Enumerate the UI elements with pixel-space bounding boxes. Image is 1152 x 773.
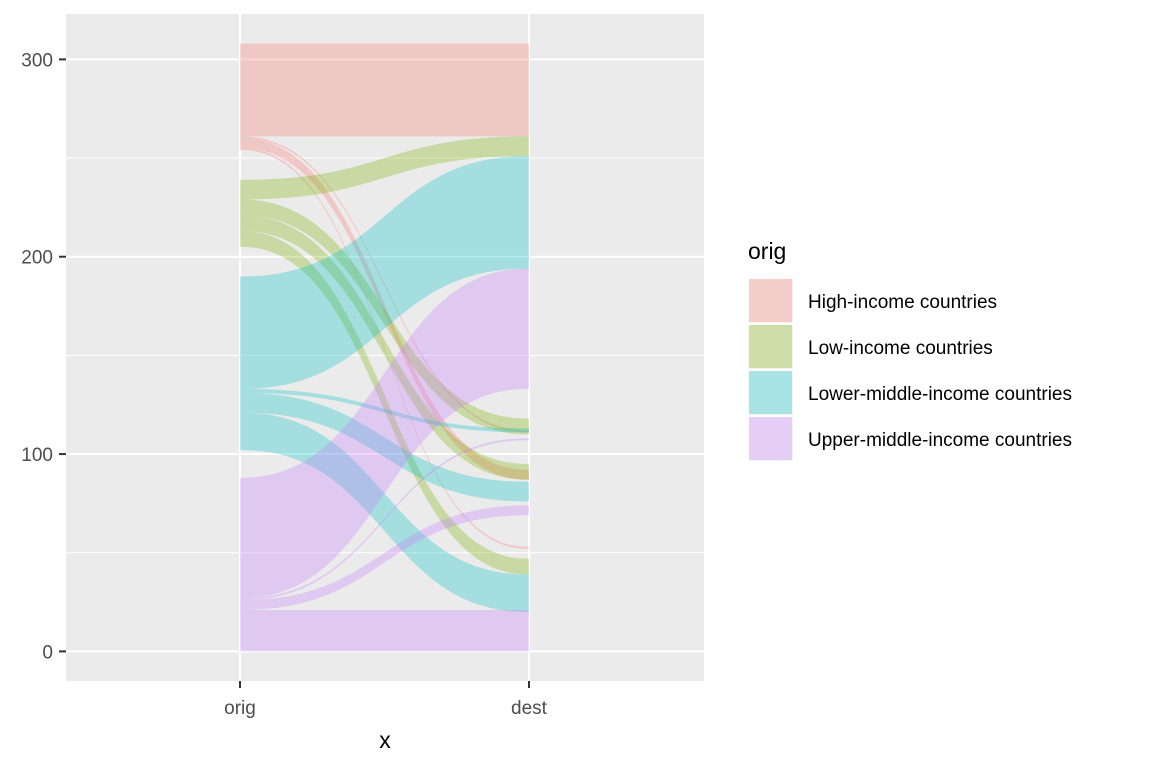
flow-band — [240, 136, 529, 433]
flow-band — [240, 148, 529, 549]
flow-band — [240, 412, 529, 612]
flow-band — [240, 138, 529, 480]
legend-key-bg — [747, 323, 795, 371]
flow-band — [240, 136, 529, 200]
y-tick-label: 300 — [21, 50, 53, 71]
legend-label: High-income countries — [808, 292, 997, 313]
x-axis: orig dest — [224, 681, 548, 719]
legend-key-bg — [747, 415, 795, 463]
legend-items: High-income countries Low-income countrie… — [747, 277, 1072, 463]
x-tick-label: orig — [224, 698, 256, 719]
flow-band — [240, 156, 529, 389]
flow-band — [240, 609, 529, 652]
major-grid — [66, 14, 704, 681]
legend-label: Lower-middle-income countries — [808, 384, 1072, 405]
legend-key — [749, 325, 792, 368]
flow-band — [240, 43, 529, 137]
flow-band — [240, 438, 529, 601]
flow-band — [240, 215, 529, 480]
minor-grid — [66, 157, 704, 554]
flow-band — [240, 392, 529, 502]
flow-band — [240, 268, 529, 599]
flow-band — [240, 199, 529, 435]
y-tick-label: 100 — [21, 445, 53, 466]
legend-label: Low-income countries — [808, 338, 993, 359]
plot-panel — [66, 14, 704, 681]
legend-key — [749, 417, 792, 460]
legend-key — [749, 371, 792, 414]
flows-layer — [240, 43, 529, 652]
legend-label: Upper-middle-income countries — [808, 430, 1072, 451]
flow-band — [240, 388, 529, 433]
x-tick-label: dest — [511, 698, 548, 719]
y-tick-label: 200 — [21, 248, 53, 269]
legend-title: orig — [748, 238, 786, 264]
x-axis-title: x — [379, 727, 391, 753]
legend-key — [749, 279, 792, 322]
legend: orig High-income countries Low-income cou… — [747, 238, 1072, 463]
flow-band — [240, 231, 529, 575]
flow-band — [240, 505, 529, 610]
y-tick-label: 0 — [42, 642, 53, 663]
y-axis: 0 100 200 300 — [21, 50, 66, 663]
